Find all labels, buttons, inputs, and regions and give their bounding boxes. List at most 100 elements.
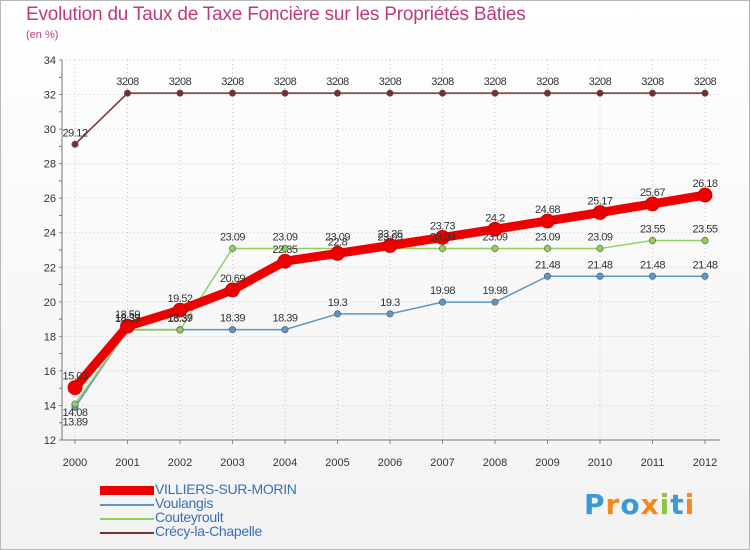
data-point — [543, 89, 551, 97]
legend-label: Couteyroult — [155, 509, 224, 525]
data-label: 23.09 — [482, 231, 507, 243]
data-point — [491, 298, 499, 306]
data-point — [701, 89, 709, 97]
x-tick-label: 2001 — [115, 457, 139, 469]
data-label: 19.3 — [380, 297, 400, 309]
data-label: 29.12 — [62, 127, 87, 139]
y-tick-label: 26 — [44, 193, 56, 205]
y-tick-label: 28 — [44, 159, 56, 171]
data-label: 15.03 — [62, 371, 87, 383]
y-tick-label: 12 — [44, 435, 56, 447]
data-label: 25.67 — [640, 187, 665, 199]
data-point — [229, 244, 237, 252]
data-label: 21.48 — [692, 259, 717, 271]
data-point — [176, 89, 184, 97]
data-point — [281, 89, 289, 97]
y-tick-label: 16 — [44, 366, 56, 378]
data-label: 3208 — [379, 76, 402, 88]
data-label: 19.3 — [328, 297, 348, 309]
data-label: 23.09 — [587, 231, 612, 243]
data-point — [701, 237, 709, 245]
data-point — [386, 310, 394, 318]
data-point — [382, 238, 398, 253]
data-label: 23.09 — [220, 231, 245, 243]
data-point — [281, 326, 289, 334]
data-label: 19.98 — [482, 285, 507, 297]
data-point — [645, 196, 660, 212]
data-point — [648, 89, 656, 97]
data-point — [596, 244, 604, 252]
y-tick-label: 24 — [44, 228, 56, 240]
data-point — [386, 89, 394, 97]
series-line-villiers-sur-morin — [70, 190, 710, 393]
x-tick-label: 2002 — [168, 457, 192, 469]
data-label: 23.26 — [377, 229, 402, 241]
data-label: 18.39 — [167, 313, 192, 325]
data-point — [596, 89, 604, 97]
legend-swatch — [100, 532, 154, 534]
x-tick-label: 2006 — [378, 457, 402, 469]
legend-swatch — [100, 518, 154, 520]
data-point — [67, 380, 83, 396]
data-point — [438, 298, 446, 306]
data-point — [277, 253, 293, 269]
data-label: 3208 — [431, 76, 454, 88]
data-point — [281, 244, 289, 252]
data-label: 3208 — [589, 76, 612, 88]
logo-letter: x — [640, 488, 660, 521]
y-tick-label: 30 — [44, 124, 56, 136]
data-label: 3208 — [221, 76, 244, 88]
logo-letter: i — [684, 488, 696, 521]
logo-letter: t — [670, 488, 685, 521]
data-point — [333, 310, 341, 318]
data-label: 3208 — [169, 76, 192, 88]
data-label: 20.69 — [220, 273, 245, 285]
data-point — [225, 282, 240, 298]
x-tick-label: 2005 — [325, 457, 349, 469]
data-label: 3208 — [641, 76, 664, 88]
data-point — [592, 205, 608, 220]
chart-title: Evolution du Taux de Taxe Foncière sur l… — [26, 4, 526, 25]
legend-label: Crécy-la-Chapelle — [155, 523, 262, 539]
data-label: 21.48 — [535, 259, 560, 271]
y-tick-label: 14 — [44, 400, 56, 412]
data-label: 14.08 — [62, 407, 87, 419]
logo-letter: P — [584, 488, 606, 521]
y-tick-label: 20 — [44, 297, 56, 309]
data-label: 19.98 — [430, 285, 455, 297]
data-label: 18.39 — [220, 313, 245, 325]
data-label: 3208 — [536, 76, 559, 88]
data-label: 24.68 — [535, 204, 560, 216]
data-label: 21.48 — [640, 259, 665, 271]
x-tick-label: 2011 — [641, 457, 665, 469]
data-point — [543, 244, 551, 252]
data-label: 3208 — [694, 76, 717, 88]
data-label: 26.18 — [692, 178, 717, 190]
data-label: 19.52 — [167, 293, 192, 305]
data-point — [120, 318, 135, 334]
data-label: 23.73 — [430, 220, 455, 232]
data-point — [438, 89, 446, 97]
data-point — [648, 237, 656, 245]
data-label: 3208 — [274, 76, 297, 88]
y-tick-label: 22 — [44, 262, 56, 274]
data-point — [172, 302, 188, 318]
data-label: 21.48 — [587, 259, 612, 271]
logo-letter: o — [620, 488, 641, 521]
data-label: 23.55 — [692, 224, 717, 236]
logo-letter: r — [605, 488, 621, 521]
x-tick-label: 2008 — [483, 457, 507, 469]
data-point — [435, 229, 450, 245]
data-point — [229, 326, 237, 334]
data-label: 22.8 — [328, 236, 348, 248]
x-tick-label: 2012 — [693, 457, 717, 469]
unit-label: (en %) — [26, 29, 59, 41]
data-label: 18.37 — [167, 313, 192, 325]
data-label: 24.2 — [485, 212, 505, 224]
data-point — [176, 326, 184, 334]
data-label: 25.17 — [587, 196, 612, 208]
legend-label: Voulangis — [155, 495, 214, 511]
data-point — [330, 246, 345, 261]
data-point — [701, 272, 709, 280]
